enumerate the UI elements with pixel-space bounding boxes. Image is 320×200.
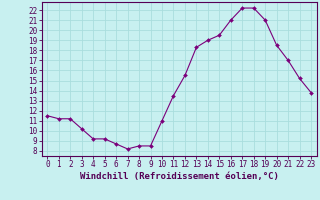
X-axis label: Windchill (Refroidissement éolien,°C): Windchill (Refroidissement éolien,°C) — [80, 172, 279, 181]
